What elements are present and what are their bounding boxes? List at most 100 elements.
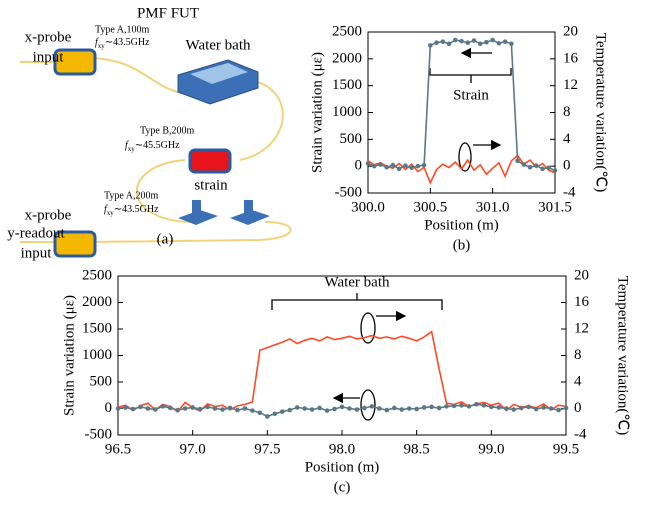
point bbox=[294, 405, 300, 410]
point bbox=[434, 40, 439, 46]
point bbox=[369, 404, 375, 409]
point bbox=[521, 162, 527, 167]
point bbox=[265, 414, 270, 419]
y-tick-label: 2000 bbox=[332, 50, 362, 66]
clamp bbox=[244, 200, 253, 214]
diagram: PMF FUT x-probe input Type A,100m fxy∼43… bbox=[7, 5, 292, 261]
point bbox=[546, 165, 552, 171]
point bbox=[459, 38, 464, 44]
point bbox=[452, 37, 458, 43]
point bbox=[552, 168, 558, 173]
point bbox=[459, 403, 464, 408]
coil bbox=[188, 148, 232, 174]
point bbox=[391, 405, 397, 411]
point bbox=[287, 407, 293, 413]
point bbox=[272, 411, 278, 417]
annotation: Water bath bbox=[324, 274, 390, 290]
x-tick-label: 98.0 bbox=[329, 441, 355, 457]
y2-tick-label: 16 bbox=[574, 294, 590, 310]
label: Type A,200m bbox=[104, 190, 159, 201]
point bbox=[167, 405, 173, 411]
label: input bbox=[21, 245, 53, 261]
point bbox=[511, 407, 517, 412]
y2-tick-label: 8 bbox=[574, 347, 582, 363]
coil bbox=[53, 48, 97, 76]
point bbox=[409, 165, 414, 171]
series-line bbox=[367, 154, 556, 185]
label: ∼45.5GHz bbox=[135, 140, 180, 151]
point bbox=[235, 407, 240, 413]
label: Type B,200m bbox=[140, 125, 195, 136]
point bbox=[489, 404, 494, 410]
y2-tick-label: 12 bbox=[574, 320, 589, 336]
point bbox=[444, 404, 449, 409]
label: xy bbox=[107, 209, 115, 217]
point bbox=[384, 407, 390, 413]
y2-tick-label: 12 bbox=[563, 77, 578, 93]
x-tick-label: 300.0 bbox=[351, 199, 385, 215]
point bbox=[160, 404, 166, 409]
label: ∼43.5GHz bbox=[105, 37, 150, 48]
point bbox=[390, 162, 396, 168]
point bbox=[250, 408, 255, 413]
point bbox=[371, 163, 377, 169]
point bbox=[484, 39, 489, 45]
point bbox=[534, 163, 539, 168]
point bbox=[309, 407, 315, 412]
stage bbox=[178, 210, 270, 225]
label: fxy∼45.5GHz bbox=[125, 140, 180, 152]
point bbox=[175, 407, 181, 413]
x-tick-label: 99.0 bbox=[478, 441, 504, 457]
y2-tick-label: -4 bbox=[574, 426, 587, 442]
y-tick-label: 1500 bbox=[332, 77, 362, 93]
coil bbox=[53, 230, 97, 258]
point bbox=[347, 406, 352, 411]
y-tick-label: 1000 bbox=[82, 347, 112, 363]
y2-tick-label: 0 bbox=[574, 400, 582, 416]
label: ∼43.5GHz bbox=[114, 204, 159, 215]
diagram-title: PMF FUT bbox=[137, 5, 199, 21]
y-tick-label: -500 bbox=[335, 184, 363, 200]
y2-tick-label: 8 bbox=[563, 104, 571, 120]
point bbox=[145, 406, 151, 411]
water bbox=[190, 63, 248, 84]
y-tick-label: 500 bbox=[340, 131, 363, 147]
point bbox=[403, 163, 408, 168]
label: input bbox=[33, 49, 65, 65]
point bbox=[220, 407, 225, 412]
point bbox=[123, 405, 128, 410]
x-tick-label: 99.5 bbox=[553, 441, 579, 457]
series-line bbox=[117, 330, 567, 413]
point bbox=[354, 407, 360, 412]
ellipse bbox=[360, 389, 376, 421]
point bbox=[548, 406, 554, 411]
point bbox=[190, 405, 195, 410]
point bbox=[471, 38, 477, 43]
point bbox=[396, 166, 402, 172]
point bbox=[406, 406, 412, 411]
point bbox=[384, 164, 390, 170]
point bbox=[130, 406, 136, 412]
y-tick-label: 2000 bbox=[82, 294, 112, 310]
label: Water bath bbox=[185, 37, 251, 53]
x-axis-label: Position (m) bbox=[305, 459, 380, 475]
y2-tick-label: 20 bbox=[563, 23, 578, 39]
point bbox=[466, 404, 472, 409]
point bbox=[182, 406, 188, 411]
y2-tick-label: 4 bbox=[574, 373, 582, 389]
clamp bbox=[192, 200, 201, 214]
x-tick-label: 96.5 bbox=[105, 441, 131, 457]
point bbox=[518, 405, 524, 411]
label: strain bbox=[194, 177, 228, 193]
point bbox=[279, 409, 285, 414]
y2-tick-label: 4 bbox=[563, 131, 571, 147]
point bbox=[421, 162, 427, 168]
point bbox=[515, 158, 520, 164]
y2-tick-label: -4 bbox=[563, 184, 576, 200]
point bbox=[242, 406, 248, 411]
point bbox=[205, 404, 210, 410]
y-tick-label: 500 bbox=[90, 373, 113, 389]
x-tick-label: 97.5 bbox=[254, 441, 280, 457]
point bbox=[526, 404, 531, 410]
